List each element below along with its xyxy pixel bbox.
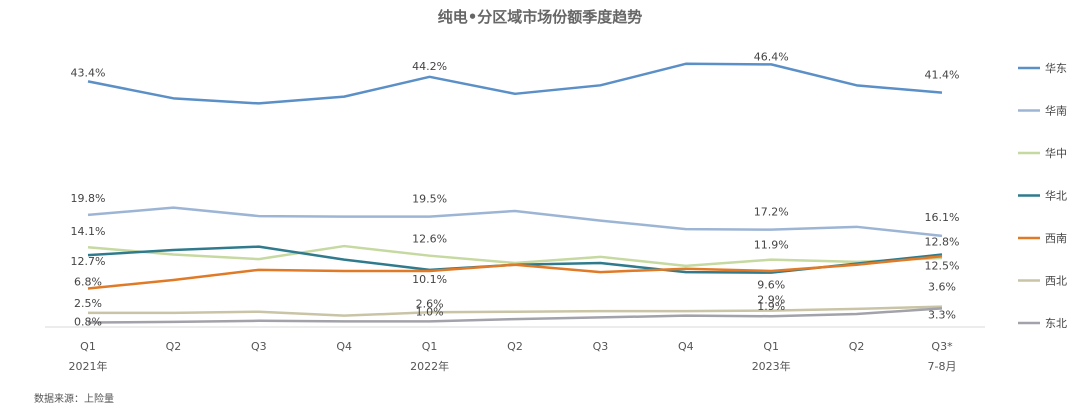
data-label: 16.1% <box>925 211 960 224</box>
x-tick-label: Q2 <box>849 340 865 353</box>
data-label: 43.4% <box>71 66 106 79</box>
x-tick-label: Q1 <box>422 340 438 353</box>
data-label: 3.3% <box>928 308 956 321</box>
legend-label: 华东 <box>1045 61 1067 75</box>
data-label: 2.6% <box>416 297 444 310</box>
data-label: 3.6% <box>928 281 956 294</box>
x-tick-label: Q1 <box>80 340 96 353</box>
x-tick-label: Q3 <box>251 340 267 353</box>
data-label: 2.9% <box>757 294 785 307</box>
data-label: 41.4% <box>925 69 960 82</box>
data-label: 11.9% <box>754 239 789 252</box>
data-source-note: 数据来源：上险量 <box>34 394 114 405</box>
data-label: 1.0% <box>416 305 444 318</box>
x-tick-sublabel: 2022年 <box>410 359 449 373</box>
data-label: 9.6% <box>757 279 785 292</box>
data-label: 10.1% <box>412 273 447 286</box>
series-line-华南 <box>87 206 943 238</box>
data-label: 6.8% <box>74 276 102 289</box>
x-tick-label: Q3* <box>931 340 953 353</box>
legend-label: 东北 <box>1045 317 1067 330</box>
series-line-华东 <box>87 62 943 105</box>
x-tick-label: Q4 <box>678 340 694 353</box>
data-label: 1.9% <box>757 300 785 313</box>
data-label: 12.7% <box>71 255 106 268</box>
x-tick-label: Q2 <box>507 340 523 353</box>
data-label: 19.8% <box>71 192 106 205</box>
legend-label: 华南 <box>1045 104 1067 118</box>
x-tick-label: Q2 <box>166 340 182 353</box>
data-label: 44.2% <box>412 60 447 73</box>
x-tick-sublabel: 7-8月 <box>928 360 957 373</box>
x-tick-label: Q3 <box>593 340 609 353</box>
data-label: 0.8% <box>74 315 102 328</box>
data-label: 46.4% <box>754 50 789 63</box>
chart-title: 纯电•分区域市场份额季度趋势 <box>437 8 643 26</box>
legend-label: 西北 <box>1045 275 1067 288</box>
data-label: 12.6% <box>412 233 447 246</box>
data-label: 12.8% <box>925 236 960 249</box>
x-tick-label: Q1 <box>763 340 779 353</box>
legend-label: 西南 <box>1045 232 1067 245</box>
legend-label: 华北 <box>1045 189 1067 203</box>
data-label: 12.5% <box>925 259 960 272</box>
data-label: 19.5% <box>412 193 447 206</box>
data-label: 17.2% <box>754 206 789 219</box>
data-label: 14.1% <box>71 225 106 238</box>
x-tick-label: Q4 <box>336 340 352 353</box>
x-tick-sublabel: 2021年 <box>69 359 108 373</box>
legend-label: 华中 <box>1045 146 1067 160</box>
data-label: 2.5% <box>74 297 102 310</box>
x-tick-sublabel: 2023年 <box>752 359 791 373</box>
